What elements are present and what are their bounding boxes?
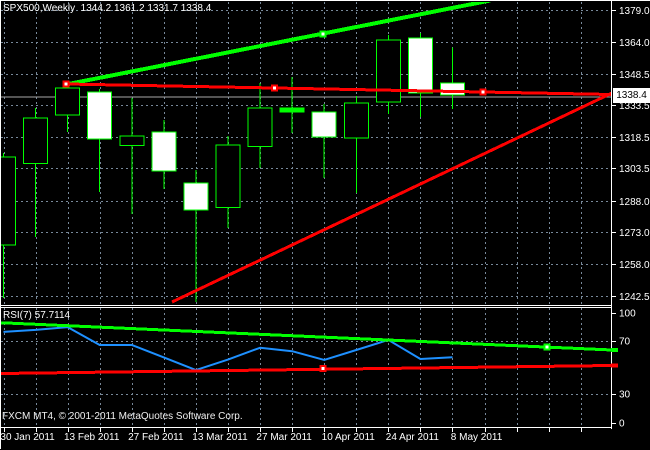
time-axis[interactable]: 30 Jan 2011 13 Feb 2011 27 Feb 2011 13 Mar … — [0, 428, 582, 443]
rsi-trendline-red[interactable] — [0, 364, 612, 375]
price-axis[interactable]: 1379.0 1364.0 1348.5 1333.5 1318.5 1303.5 1288… — [611, 6, 650, 430]
candle-6 — [151, 120, 177, 190]
rsi-trendline-green[interactable] — [0, 321, 612, 352]
candle-5 — [119, 98, 145, 215]
trendline-red-descending[interactable] — [65, 82, 612, 96]
price-axis-label: 1348.5 — [619, 70, 650, 81]
price-axis-label: 1379.0 — [619, 6, 650, 17]
trendline-markers[interactable] — [62, 30, 551, 373]
trendline-handle[interactable] — [271, 84, 278, 92]
candles — [1, 32, 465, 303]
rsi-indicator-label: RSI(7) 57.7114 — [3, 310, 71, 321]
candle-7 — [183, 170, 209, 303]
candle-13 — [375, 35, 401, 115]
time-axis-label: 13 Mar 2011 — [192, 432, 248, 443]
candle-2 — [23, 108, 49, 238]
grid-lines — [1, 2, 611, 427]
copyright-text: FXCM MT4, © 2001-2011 MetaQuotes Softwar… — [2, 411, 243, 422]
trendline-green-rising[interactable] — [65, 1, 491, 87]
rsi-axis-label: 100 — [619, 309, 636, 320]
trendline-handle[interactable] — [319, 365, 327, 372]
candle-8 — [215, 136, 241, 229]
candle-4 — [87, 89, 113, 193]
time-axis-label: 27 Mar 2011 — [256, 432, 312, 443]
price-axis-label: 1318.5 — [619, 133, 650, 144]
chart-title: SPX500,Weekly 1344.2 1361.2 1331.7 1338.… — [3, 3, 212, 14]
candle-15 — [439, 47, 465, 110]
trendlines[interactable] — [65, 1, 612, 304]
time-axis-label: 13 Feb 2011 — [64, 432, 120, 443]
rsi-axis-label: 30 — [619, 390, 631, 401]
price-axis-label: 1288.0 — [619, 197, 650, 208]
time-axis-label: 30 Jan 2011 — [0, 432, 55, 443]
candle-1 — [1, 153, 16, 299]
time-axis-label: 8 May 2011 — [451, 432, 503, 443]
price-axis-label: 1364.0 — [619, 38, 650, 49]
trendline-red-ascending[interactable] — [171, 91, 612, 304]
trendline-handle[interactable] — [62, 80, 70, 88]
rsi-axis-label: 0 — [619, 419, 625, 430]
current-price-box: 1338.4 — [613, 88, 650, 103]
price-axis-label: 1333.5 — [619, 101, 650, 112]
trendline-handle[interactable] — [543, 343, 551, 351]
candle-3 — [55, 84, 81, 133]
time-axis-label: 24 Apr 2011 — [386, 432, 440, 443]
time-axis-label: 27 Feb 2011 — [128, 432, 184, 443]
price-axis-label: 1242.5 — [619, 292, 650, 303]
candle-10 — [279, 77, 305, 134]
rsi-axis-label: 70 — [619, 337, 631, 348]
candle-9 — [247, 83, 273, 169]
price-axis-label: 1258.0 — [619, 260, 650, 271]
candle-14 — [407, 32, 433, 118]
trendline-handle[interactable] — [479, 88, 487, 96]
price-axis-label: 1273.0 — [619, 228, 650, 239]
candle-11 — [311, 104, 337, 179]
price-axis-label: 1303.5 — [619, 164, 650, 175]
candle-12 — [343, 96, 369, 194]
trendline-handle[interactable] — [319, 30, 327, 38]
rsi-line — [3, 326, 453, 372]
rsi-pane — [0, 321, 612, 375]
time-axis-label: 10 Apr 2011 — [322, 432, 376, 443]
